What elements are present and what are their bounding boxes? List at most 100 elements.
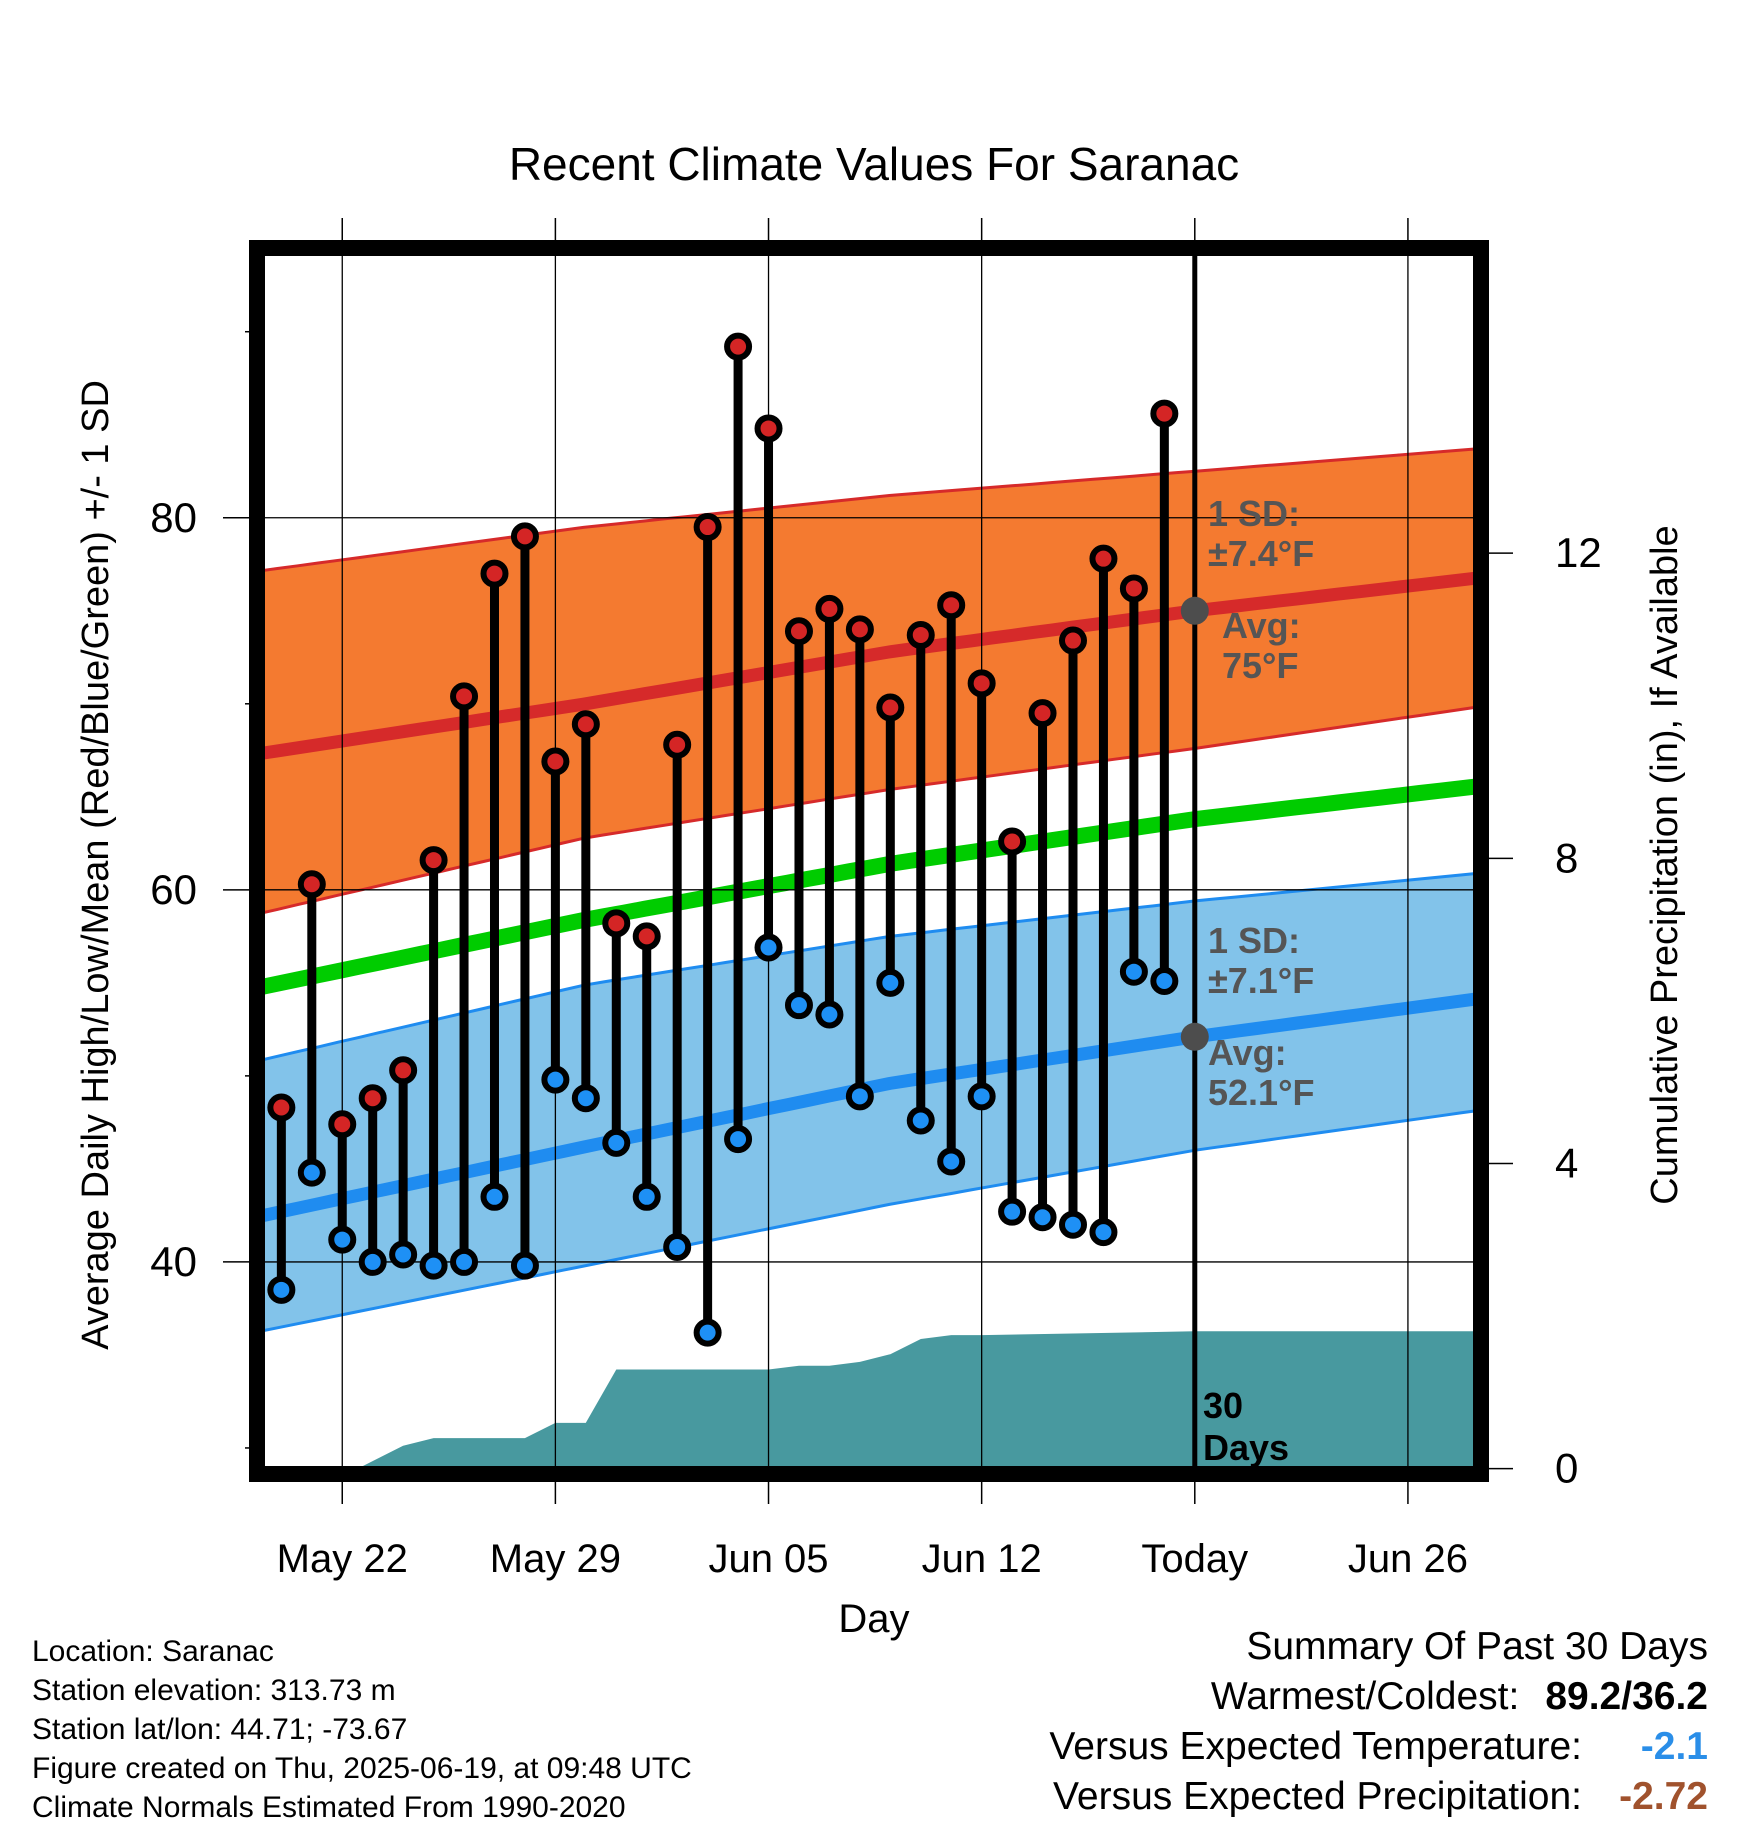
daily-low-point xyxy=(784,991,813,1020)
daily-high-point xyxy=(1028,699,1057,728)
daily-high-point xyxy=(297,870,326,899)
daily-low-point xyxy=(328,1225,357,1254)
daily-high-point xyxy=(906,620,935,649)
precip-vs-expected-value: -2.72 xyxy=(1619,1775,1708,1818)
y-tick-label: 40 xyxy=(150,1238,197,1285)
daily-high-point xyxy=(358,1084,387,1113)
daily-low-point xyxy=(663,1233,692,1262)
warmest-label: Warmest/Coldest: xyxy=(1210,1675,1520,1718)
daily-low-point xyxy=(1150,966,1179,995)
daily-low-point xyxy=(450,1247,479,1276)
elevation-text: Station elevation: 313.73 m xyxy=(32,1674,396,1707)
daily-low-point xyxy=(998,1197,1027,1226)
daily-low-point xyxy=(815,1000,844,1029)
daily-low-point xyxy=(389,1240,418,1269)
precip-area xyxy=(257,1331,1481,1474)
plot-area: 1 SD: ±7.4°F Avg: 75°F 1 SD: ±7.1°F Avg: 52.1°F… xyxy=(150,218,1602,1581)
x-tick-label: Today xyxy=(1141,1537,1248,1581)
high-sd-annotation: 1 SD: ±7.4°F xyxy=(1208,493,1314,574)
daily-high-point xyxy=(571,710,600,739)
daily-high-point xyxy=(1059,626,1087,655)
daily-high-point xyxy=(1089,544,1118,573)
daily-high-point xyxy=(450,682,479,711)
daily-high-point xyxy=(510,522,539,551)
temp-vs-expected-value: -2.1 xyxy=(1640,1725,1708,1768)
daily-low-point xyxy=(1089,1218,1118,1247)
daily-low-point xyxy=(754,933,783,962)
daily-high-point xyxy=(784,617,813,646)
daily-high-point xyxy=(663,730,692,759)
precip-tick-label: 8 xyxy=(1555,834,1578,881)
x-tick-label: Jun 05 xyxy=(708,1537,828,1581)
daily-high-point xyxy=(389,1056,418,1085)
latlon-text: Station lat/lon: 44.71; -73.67 xyxy=(32,1713,408,1746)
summary-temp-row: Versus Expected Temperature: -2.1 xyxy=(1049,1722,1708,1772)
today-days-annotation: 30 Days xyxy=(1203,1385,1289,1468)
daily-low-point xyxy=(876,968,905,997)
x-tick-label: May 29 xyxy=(490,1537,621,1581)
daily-low-point xyxy=(967,1082,996,1111)
daily-high-point xyxy=(419,846,448,875)
daily-low-point xyxy=(358,1247,387,1276)
daily-high-point xyxy=(693,513,722,542)
daily-low-point xyxy=(480,1182,509,1211)
daily-high-point xyxy=(632,922,661,951)
daily-high-point xyxy=(815,594,844,623)
daily-low-point xyxy=(845,1082,874,1111)
daily-low-point xyxy=(541,1065,570,1094)
daily-high-point xyxy=(328,1110,357,1139)
x-tick-label: Jun 12 xyxy=(922,1537,1042,1581)
precip-vs-expected-label: Versus Expected Precipitation: xyxy=(1053,1775,1582,1818)
high-avg-marker xyxy=(1180,596,1209,625)
daily-high-point xyxy=(876,693,905,722)
warmest-value: 89.2/36.2 xyxy=(1545,1675,1708,1718)
y-axis-label-left: Average Daily High/Low/Mean (Red/Blue/Gr… xyxy=(75,380,117,1350)
daily-low-point xyxy=(906,1106,935,1135)
high-sd-band-upper-edge xyxy=(256,447,1482,573)
low-avg-marker xyxy=(1180,1022,1209,1051)
summary-warmest-row: Warmest/Coldest: 89.2/36.2 xyxy=(1049,1672,1708,1722)
station-info: Location: Saranac Station elevation: 313… xyxy=(32,1632,692,1827)
precip-tick-label: 12 xyxy=(1555,529,1602,576)
daily-low-point xyxy=(297,1158,326,1187)
plot-frame xyxy=(249,240,1489,1482)
x-tick-label: May 22 xyxy=(277,1537,408,1581)
low-sd-annotation: 1 SD: ±7.1°F xyxy=(1208,920,1314,1001)
daily-low-point xyxy=(510,1251,539,1280)
daily-high-point xyxy=(267,1093,296,1122)
y-tick-label: 80 xyxy=(150,494,197,541)
x-axis-label: Day xyxy=(838,1597,909,1641)
daily-low-point xyxy=(937,1147,966,1176)
daily-high-point xyxy=(541,747,570,776)
daily-low-point xyxy=(1119,957,1148,986)
precip-tick-label: 4 xyxy=(1555,1139,1578,1186)
normals-text: Climate Normals Estimated From 1990-2020 xyxy=(32,1791,626,1824)
summary-panel: Summary Of Past 30 Days Warmest/Coldest:… xyxy=(1049,1622,1708,1822)
low-sd-band-lower-edge xyxy=(256,1108,1482,1334)
low-avg-annotation: Avg: 52.1°F xyxy=(1208,1032,1314,1113)
daily-low-point xyxy=(267,1275,296,1304)
daily-low-point xyxy=(693,1318,722,1347)
location-text: Location: Saranac xyxy=(32,1635,274,1668)
daily-high-point xyxy=(998,827,1027,856)
x-tick-label: Jun 26 xyxy=(1348,1537,1468,1581)
daily-high-point xyxy=(602,909,631,938)
precip-tick-label: 0 xyxy=(1555,1445,1578,1492)
daily-low-point xyxy=(1059,1210,1087,1239)
daily-low-point xyxy=(724,1125,753,1154)
daily-high-point xyxy=(937,591,966,620)
daily-high-point xyxy=(754,414,783,443)
daily-low-point xyxy=(1028,1203,1057,1232)
summary-title: Summary Of Past 30 Days xyxy=(1246,1625,1708,1668)
daily-high-point xyxy=(1150,399,1179,428)
temp-vs-expected-label: Versus Expected Temperature: xyxy=(1049,1725,1582,1768)
high-sd-band xyxy=(257,448,1481,915)
y-axis-label-right: Cumulative Precipitation (in), If Availa… xyxy=(1644,525,1686,1204)
daily-low-point xyxy=(571,1084,600,1113)
created-text: Figure created on Thu, 2025-06-19, at 09… xyxy=(32,1752,692,1785)
daily-low-point xyxy=(632,1182,661,1211)
y-tick-label: 60 xyxy=(150,866,197,913)
daily-low-point xyxy=(602,1128,631,1157)
daily-high-point xyxy=(724,332,753,361)
